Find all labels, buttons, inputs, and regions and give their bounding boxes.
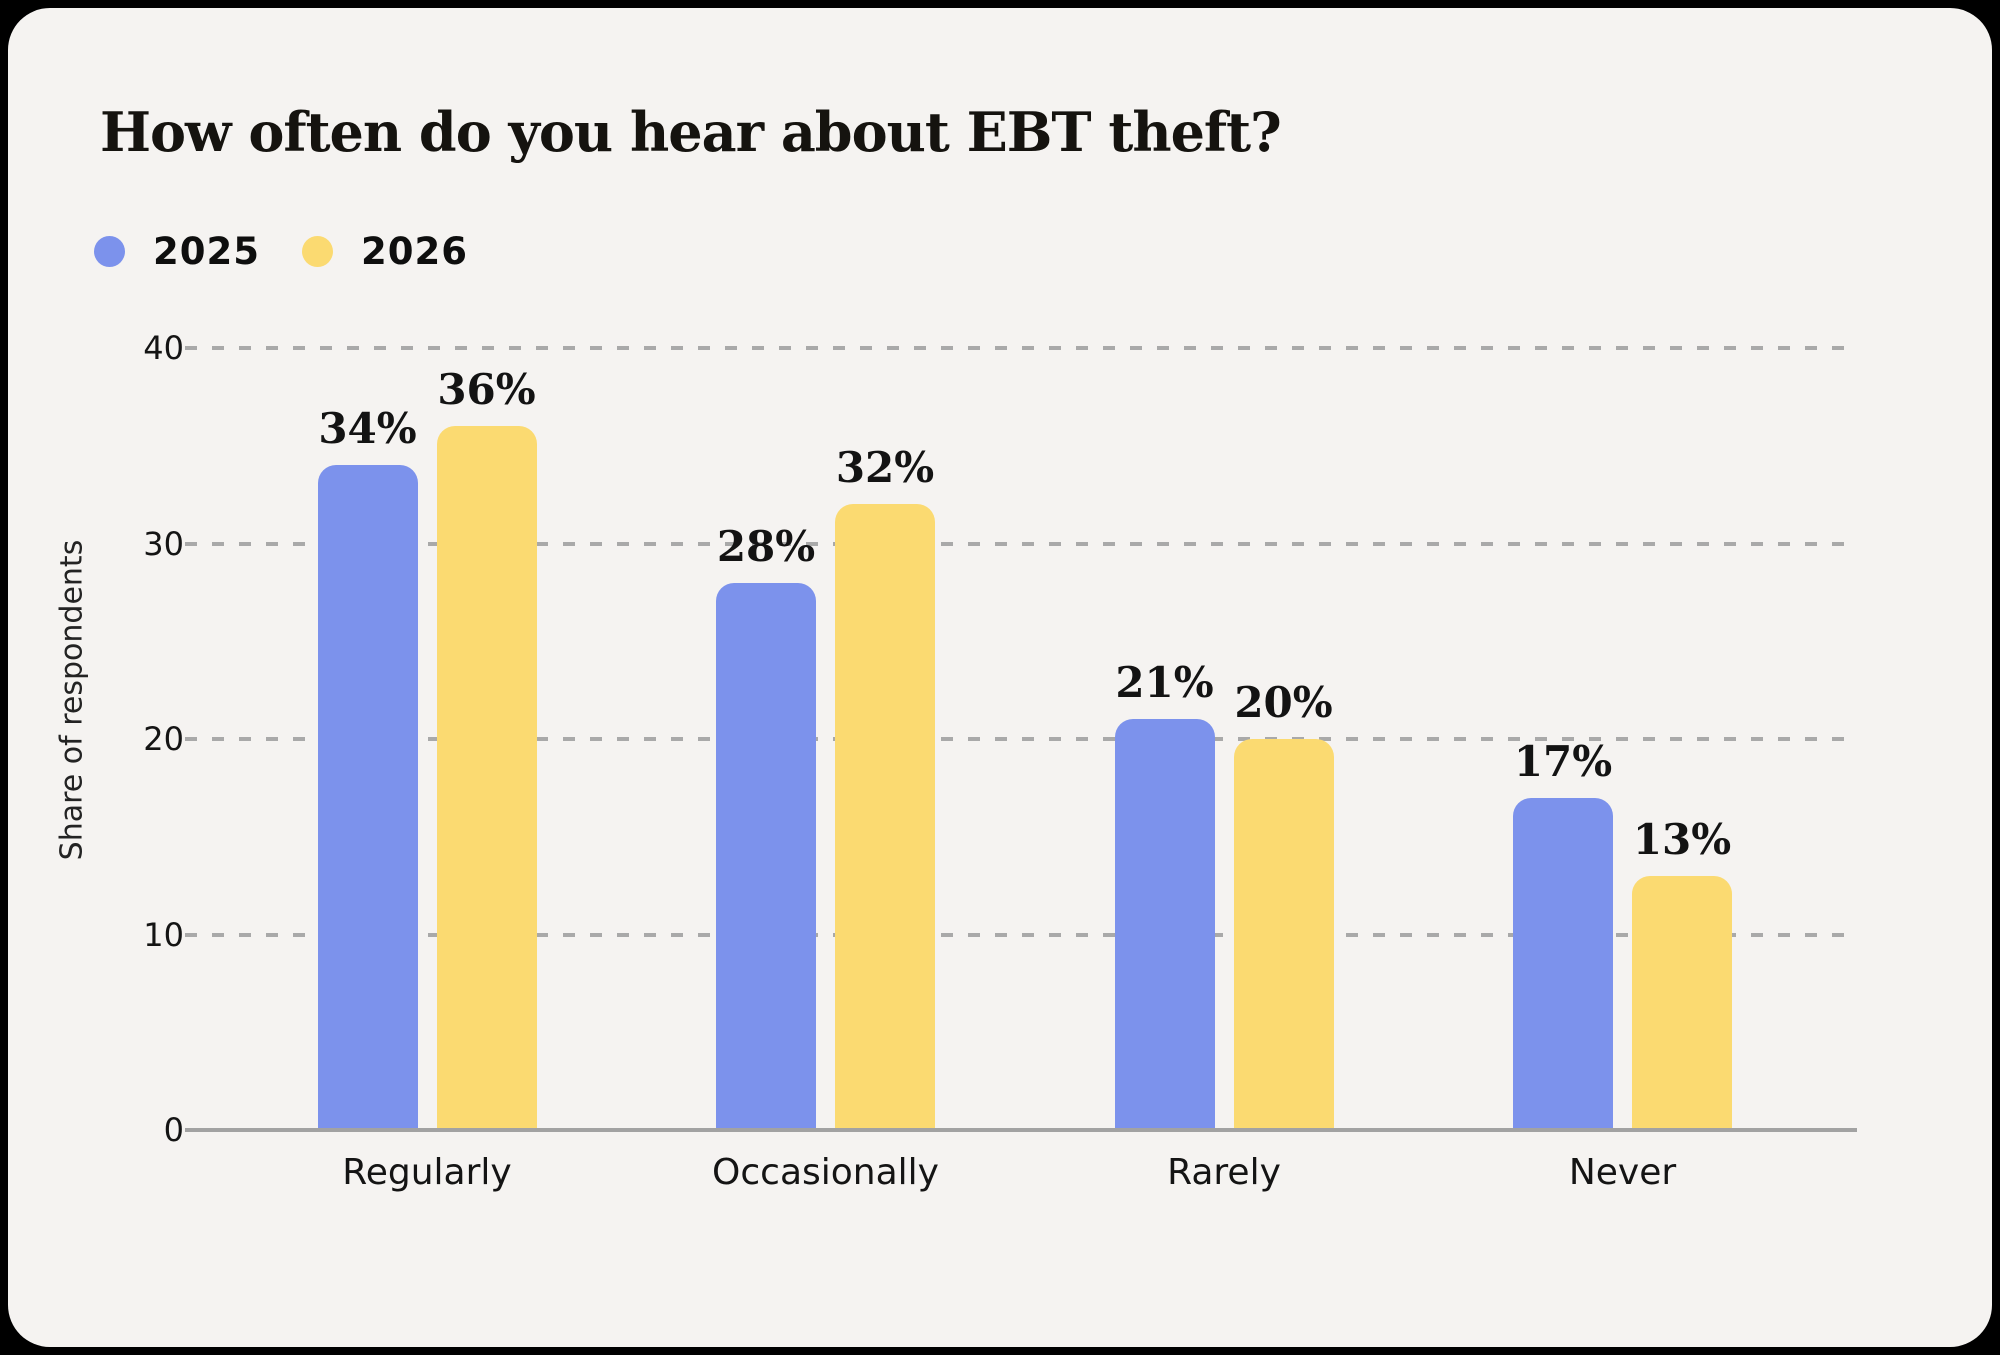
- bar-group-never: 17% 13%: [1513, 737, 1732, 1130]
- bar-2025-rarely: [1114, 719, 1215, 1130]
- bar-2026-occasionally: [835, 504, 935, 1130]
- chart-title: How often do you hear about EBT theft?: [100, 100, 1282, 164]
- bar-wrap-2025-occasionally: 28%: [716, 522, 816, 1130]
- y-tick-label-10: 10: [143, 915, 184, 954]
- gridline-20: [185, 737, 1857, 741]
- value-label-2025-rarely: 21%: [1115, 658, 1214, 708]
- bar-group-regularly: 34% 36%: [317, 365, 537, 1130]
- bar-2025-never: [1513, 797, 1613, 1130]
- y-tick-label-30: 30: [143, 524, 184, 563]
- y-tick-label-40: 40: [143, 329, 184, 367]
- value-label-2026-regularly: 36%: [437, 365, 536, 415]
- bar-2026-never: [1632, 875, 1732, 1130]
- bar-2026-rarely: [1233, 739, 1334, 1130]
- x-axis-line: [185, 1128, 1857, 1132]
- category-label-occasionally: Occasionally: [712, 1152, 939, 1193]
- gridline-40: [185, 346, 1857, 350]
- y-tick-label-0: 0: [163, 1111, 184, 1149]
- category-label-never: Never: [1568, 1152, 1677, 1193]
- bar-wrap-2025-never: 17%: [1513, 737, 1613, 1130]
- bar-group-occasionally: 28% 32%: [716, 443, 935, 1130]
- value-label-2026-occasionally: 32%: [835, 443, 935, 493]
- legend-label-2025: 2025: [153, 230, 260, 273]
- value-label-2026-rarely: 20%: [1234, 678, 1333, 727]
- legend-item-2025: 2025: [94, 230, 260, 273]
- bar-2025-regularly: [317, 465, 418, 1130]
- bar-group-rarely: 21% 20%: [1114, 658, 1334, 1130]
- legend-label-2026: 2026: [360, 230, 468, 273]
- gridline-10: [185, 932, 1857, 937]
- bar-wrap-2026-regularly: 36%: [436, 365, 537, 1130]
- bar-wrap-2026-never: 13%: [1632, 815, 1732, 1130]
- category-label-regularly: Regularly: [342, 1152, 512, 1193]
- value-label-2025-regularly: 34%: [318, 404, 417, 454]
- chart-card: How often do you hear about EBT theft? 2…: [8, 8, 1992, 1347]
- value-label-2025-never: 17%: [1513, 736, 1613, 786]
- legend-swatch-2025-icon: [94, 236, 125, 267]
- category-label-rarely: Rarely: [1167, 1152, 1281, 1193]
- bar-wrap-2025-regularly: 34%: [317, 404, 418, 1130]
- value-label-2025-occasionally: 28%: [716, 521, 816, 571]
- bar-2025-occasionally: [716, 582, 816, 1130]
- gridline-30: [185, 541, 1857, 546]
- bar-wrap-2026-occasionally: 32%: [835, 443, 935, 1130]
- bar-wrap-2026-rarely: 20%: [1233, 678, 1334, 1130]
- legend-item-2026: 2026: [301, 230, 468, 273]
- legend: 2025 2026: [94, 230, 468, 273]
- y-tick-label-20: 20: [143, 720, 184, 758]
- bar-wrap-2025-rarely: 21%: [1114, 658, 1215, 1130]
- bar-2026-regularly: [436, 426, 537, 1130]
- value-label-2026-never: 13%: [1632, 814, 1732, 864]
- legend-swatch-2026-icon: [301, 236, 333, 267]
- y-axis-title: Share of respondents: [54, 539, 90, 861]
